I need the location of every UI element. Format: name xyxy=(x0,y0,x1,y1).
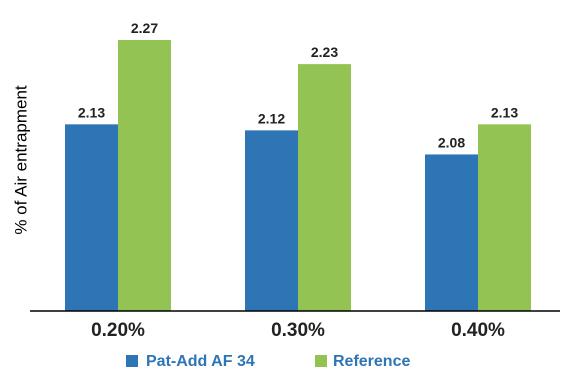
bar-pat-add-1 xyxy=(245,130,298,311)
legend-swatch-reference xyxy=(315,355,327,367)
data-label-pat-add-1: 2.12 xyxy=(258,110,285,126)
data-label-reference-1: 2.23 xyxy=(311,44,338,60)
x-tick-label-1: 0.30% xyxy=(271,320,325,341)
bars-group xyxy=(65,40,531,311)
legend: Pat-Add AF 34 Reference xyxy=(126,353,410,370)
bar-reference-0 xyxy=(118,40,171,311)
legend-label-reference: Reference xyxy=(333,353,410,370)
data-label-pat-add-0: 2.13 xyxy=(78,104,105,120)
data-label-pat-add-2: 2.08 xyxy=(438,134,465,150)
data-label-reference-0: 2.27 xyxy=(131,20,158,36)
data-labels-group: 2.13 2.27 2.12 2.23 2.08 2.13 xyxy=(78,20,518,150)
x-tick-label-0: 0.20% xyxy=(91,320,145,341)
bar-pat-add-0 xyxy=(65,124,118,311)
bar-reference-1 xyxy=(298,64,351,311)
x-tick-label-2: 0.40% xyxy=(451,320,505,341)
y-axis-label: % of Air entrapment xyxy=(11,85,30,235)
legend-label-pat-add: Pat-Add AF 34 xyxy=(146,353,255,370)
x-tick-labels: 0.20% 0.30% 0.40% xyxy=(91,320,505,341)
data-label-reference-2: 2.13 xyxy=(491,104,518,120)
bar-pat-add-2 xyxy=(425,154,478,311)
bar-reference-2 xyxy=(478,124,531,311)
legend-swatch-pat-add xyxy=(126,355,138,367)
